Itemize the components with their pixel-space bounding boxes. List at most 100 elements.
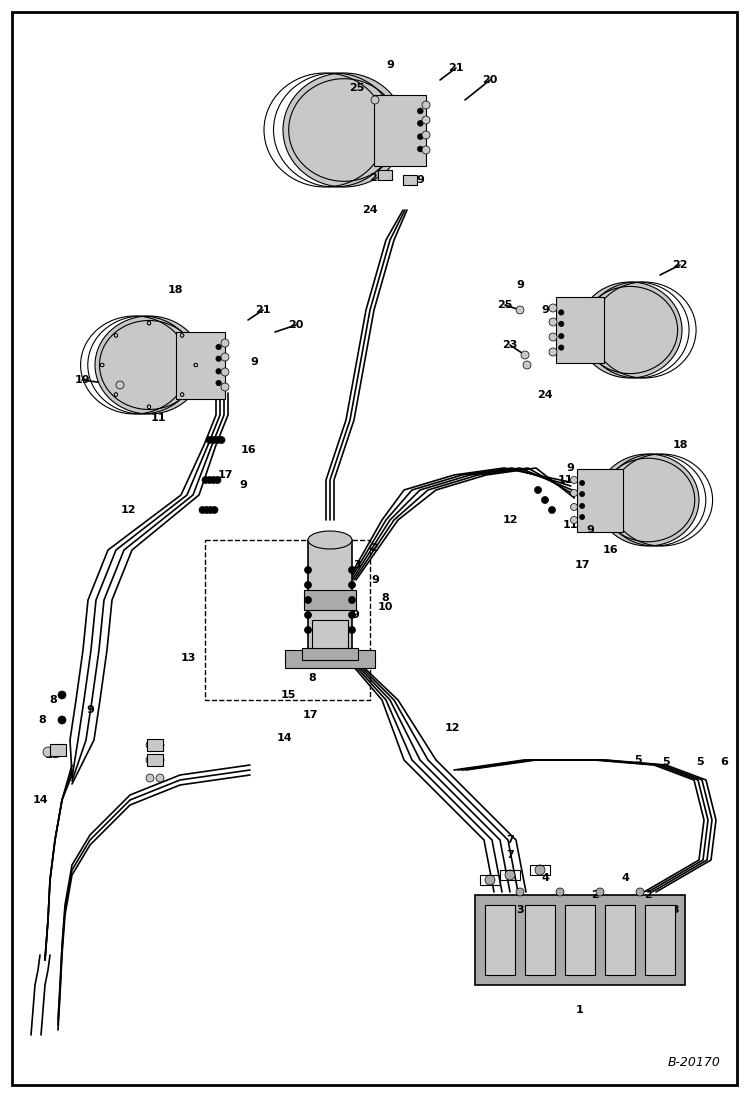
Circle shape — [156, 740, 164, 749]
Bar — [645, 905, 675, 975]
Bar — [530, 866, 550, 875]
Circle shape — [556, 887, 564, 896]
Text: 4: 4 — [621, 873, 629, 883]
Bar — [565, 905, 595, 975]
Circle shape — [305, 597, 312, 603]
Circle shape — [417, 146, 423, 151]
Circle shape — [206, 476, 213, 484]
Bar — [475, 895, 685, 985]
Circle shape — [58, 716, 66, 724]
Circle shape — [636, 887, 644, 896]
Circle shape — [305, 611, 312, 619]
Text: 11: 11 — [151, 412, 166, 423]
Circle shape — [214, 437, 221, 443]
Circle shape — [505, 870, 515, 880]
Circle shape — [348, 611, 356, 619]
Circle shape — [207, 507, 214, 513]
Text: 19: 19 — [74, 375, 90, 385]
Text: 16: 16 — [602, 545, 618, 555]
Circle shape — [221, 383, 229, 391]
Bar — [147, 754, 163, 766]
Circle shape — [422, 101, 430, 109]
Text: 9: 9 — [250, 357, 258, 367]
Text: 9: 9 — [516, 280, 524, 290]
Circle shape — [580, 514, 585, 520]
Text: 7: 7 — [506, 835, 514, 845]
Bar — [480, 875, 500, 885]
Bar — [308, 540, 352, 660]
Circle shape — [202, 476, 209, 484]
Bar — [312, 620, 348, 651]
Circle shape — [516, 887, 524, 896]
Text: 24: 24 — [363, 205, 377, 215]
Text: 8: 8 — [381, 593, 389, 603]
Circle shape — [422, 131, 430, 139]
Text: 3: 3 — [516, 905, 524, 915]
Text: 21: 21 — [255, 305, 270, 315]
Circle shape — [348, 566, 356, 574]
Circle shape — [596, 887, 604, 896]
Circle shape — [156, 756, 164, 764]
Text: 2: 2 — [370, 543, 378, 553]
Ellipse shape — [283, 73, 405, 186]
Bar — [403, 176, 417, 185]
Circle shape — [406, 176, 414, 184]
Text: 25: 25 — [497, 299, 512, 310]
Circle shape — [206, 437, 213, 443]
Circle shape — [535, 866, 545, 875]
Bar — [500, 870, 520, 880]
Circle shape — [549, 318, 557, 326]
Text: 4: 4 — [541, 873, 549, 883]
Circle shape — [417, 121, 423, 126]
Text: 6: 6 — [720, 757, 728, 767]
Text: 9: 9 — [371, 575, 379, 585]
Text: 1: 1 — [576, 1005, 584, 1015]
Text: 17: 17 — [217, 470, 233, 480]
Bar — [285, 651, 375, 668]
Text: 9: 9 — [351, 610, 359, 620]
Circle shape — [580, 504, 585, 509]
Circle shape — [214, 476, 221, 484]
Text: 17: 17 — [574, 559, 589, 570]
Text: 11: 11 — [557, 475, 573, 485]
Text: 5: 5 — [634, 755, 642, 765]
Circle shape — [156, 774, 164, 782]
Circle shape — [43, 747, 53, 757]
Bar — [556, 297, 604, 363]
Circle shape — [571, 476, 577, 484]
Text: 25: 25 — [349, 83, 365, 93]
Text: 20: 20 — [288, 320, 303, 330]
Circle shape — [116, 381, 124, 389]
Circle shape — [305, 581, 312, 588]
Text: 8: 8 — [340, 630, 348, 640]
Text: 23: 23 — [503, 340, 518, 350]
Text: 2: 2 — [591, 890, 599, 900]
Bar — [605, 905, 635, 975]
Text: 24: 24 — [537, 391, 553, 400]
Ellipse shape — [578, 282, 682, 378]
Text: 3: 3 — [671, 905, 679, 915]
Text: 9: 9 — [566, 463, 574, 473]
Text: 12: 12 — [503, 514, 518, 525]
Bar — [176, 332, 225, 399]
Circle shape — [203, 507, 210, 513]
Circle shape — [422, 146, 430, 154]
Text: 14: 14 — [32, 795, 48, 805]
Circle shape — [485, 875, 495, 885]
Text: B-20170: B-20170 — [668, 1056, 721, 1068]
Text: 10: 10 — [377, 602, 392, 612]
Circle shape — [216, 344, 221, 350]
Ellipse shape — [597, 454, 699, 546]
Circle shape — [523, 361, 531, 369]
Circle shape — [216, 369, 221, 374]
Circle shape — [417, 134, 423, 139]
Circle shape — [146, 740, 154, 749]
Circle shape — [549, 333, 557, 341]
Circle shape — [559, 344, 564, 350]
Text: 23: 23 — [369, 173, 385, 183]
Circle shape — [305, 566, 312, 574]
Circle shape — [542, 497, 548, 504]
Text: 9: 9 — [86, 705, 94, 715]
Circle shape — [516, 306, 524, 314]
Bar — [50, 744, 66, 756]
